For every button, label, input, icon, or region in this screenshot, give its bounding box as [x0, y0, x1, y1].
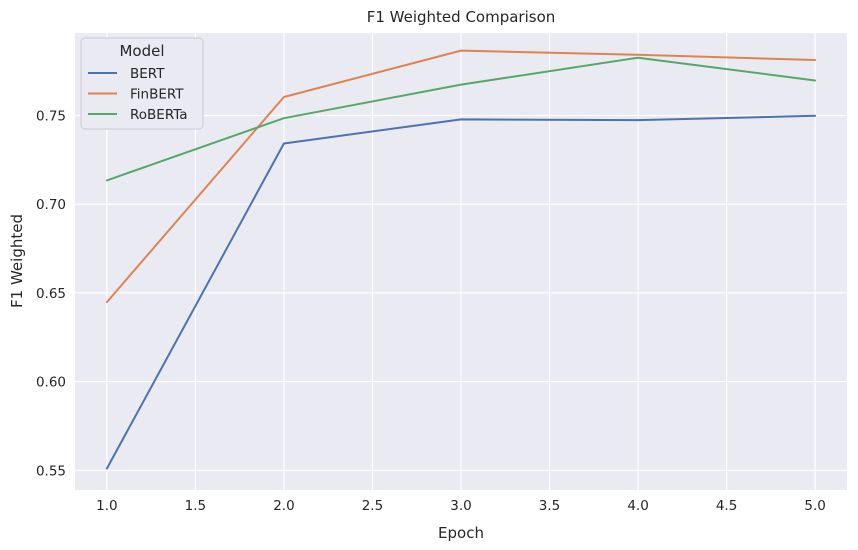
x-axis-label: Epoch — [438, 524, 484, 542]
series-line-roberta — [105, 56, 817, 182]
x-tick-label: 2.5 — [362, 498, 383, 514]
y-tick-label: 0.65 — [36, 286, 66, 302]
legend-item-finbert: FinBERT — [88, 87, 184, 103]
x-tick-label: 3.5 — [539, 498, 560, 514]
legend-item-bert: BERT — [88, 66, 165, 82]
grid — [75, 33, 847, 490]
x-tick-label: 1.5 — [185, 498, 206, 514]
series-line-finbert — [105, 49, 817, 304]
y-tick-labels: 0.55 0.60 0.65 0.70 0.75 — [36, 108, 66, 479]
x-tick-label: 4.0 — [627, 498, 648, 514]
legend-items: BERT FinBERT RoBERTa — [88, 66, 188, 123]
legend-item-roberta: RoBERTa — [88, 107, 188, 123]
legend-label: BERT — [130, 66, 165, 82]
legend-title: Model — [119, 42, 164, 60]
series-lines — [105, 49, 817, 470]
legend: Model BERT FinBERT RoBERTa — [80, 37, 204, 130]
y-axis-label: F1 Weighted — [8, 214, 26, 308]
y-tick-label: 0.60 — [36, 375, 66, 391]
legend-label: RoBERTa — [130, 107, 188, 123]
x-tick-label: 1.0 — [96, 498, 117, 514]
x-tick-label: 3.0 — [450, 498, 471, 514]
y-tick-label: 0.70 — [36, 197, 66, 213]
x-tick-labels: 1.0 1.5 2.0 2.5 3.0 3.5 4.0 4.5 5.0 — [96, 498, 826, 514]
legend-label: FinBERT — [130, 87, 184, 103]
y-tick-label: 0.75 — [36, 108, 66, 124]
x-tick-label: 2.0 — [273, 498, 294, 514]
legend-box — [80, 37, 204, 130]
series-line-bert — [105, 114, 817, 470]
y-tick-label: 0.55 — [36, 463, 66, 479]
x-tick-label: 4.5 — [716, 498, 737, 514]
chart-title: F1 Weighted Comparison — [367, 8, 556, 26]
x-tick-label: 5.0 — [804, 498, 825, 514]
